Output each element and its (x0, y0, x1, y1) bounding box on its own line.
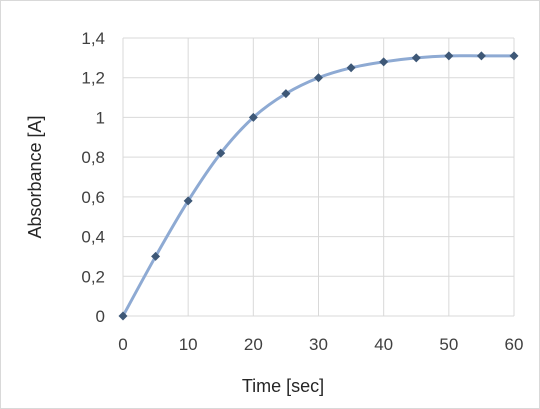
y-tick-label: 0,4 (81, 228, 105, 247)
x-tick-label: 40 (374, 335, 393, 354)
data-point-marker (314, 73, 323, 83)
data-point-marker (281, 89, 291, 99)
data-point-marker (216, 148, 226, 158)
grid-lines (122, 37, 515, 317)
data-point-marker (509, 51, 519, 61)
y-tick-labels: 0 0,2 0,4 0,6 0,8 1 1,2 1,4 (81, 29, 105, 326)
y-tick-label: 1 (96, 108, 105, 127)
data-point-marker (151, 251, 161, 261)
x-tick-labels: 0 10 20 30 40 50 60 (118, 335, 523, 354)
y-tick-label: 0,6 (81, 188, 105, 207)
data-point-marker (346, 63, 356, 73)
x-tick-label: 0 (118, 335, 127, 354)
data-point-marker (248, 112, 258, 122)
data-point-marker (444, 51, 454, 61)
y-tick-label: 1,2 (81, 69, 105, 88)
y-tick-label: 1,4 (81, 29, 105, 48)
x-axis-title: Time [sec] (242, 376, 324, 396)
x-tick-label: 60 (505, 335, 524, 354)
y-tick-label: 0,8 (81, 148, 105, 167)
x-tick-label: 30 (309, 335, 328, 354)
data-point-marker (476, 51, 486, 61)
x-tick-label: 10 (179, 335, 198, 354)
y-tick-label: 0 (96, 307, 105, 326)
data-point-marker (118, 311, 128, 321)
data-point-marker (411, 53, 421, 63)
x-tick-label: 20 (244, 335, 263, 354)
data-point-marker (379, 57, 389, 67)
x-tick-label: 50 (439, 335, 458, 354)
y-axis-title: Absorbance [A] (25, 115, 45, 238)
data-point-marker (183, 196, 193, 206)
y-tick-label: 0,2 (81, 267, 105, 286)
marker-layer (118, 51, 519, 321)
